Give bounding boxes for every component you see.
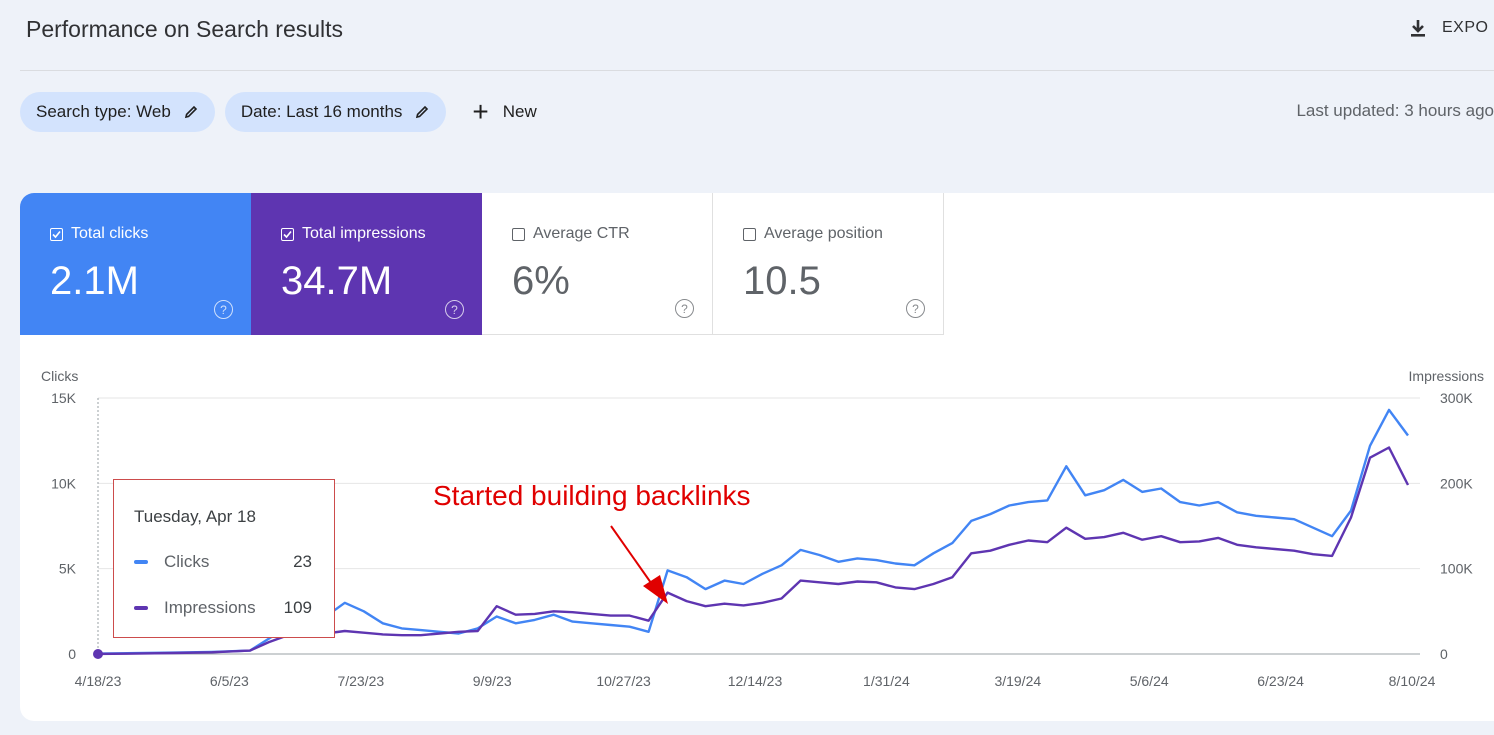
x-tick: 6/5/23: [210, 673, 249, 689]
x-tick: 8/10/24: [1389, 673, 1436, 689]
date-label: Date: Last 16 months: [240, 102, 403, 121]
plus-icon: +: [472, 96, 489, 127]
annotation-arrow-line: [610, 525, 657, 591]
x-tick: 9/9/23: [473, 673, 512, 689]
metric-label-row: Average CTR: [512, 225, 630, 243]
checkbox-checked-icon[interactable]: [281, 227, 294, 241]
x-tick: 6/23/24: [1257, 673, 1304, 689]
metric-label-row: Average position: [743, 225, 883, 243]
tooltip-impressions-value: 109: [283, 598, 312, 617]
y-tick-left: 5K: [59, 561, 77, 577]
new-label: New: [502, 102, 537, 121]
checkbox-checked-icon[interactable]: [50, 227, 63, 241]
impressions-swatch: [134, 606, 148, 610]
page-title: Performance on Search results: [26, 16, 344, 42]
tooltip-date: Tuesday, Apr 18: [134, 507, 256, 526]
metric-label-row: Total clicks: [50, 225, 148, 243]
last-updated: Last updated: 3 hours ago: [1296, 101, 1494, 120]
tooltip-impressions-label: Impressions: [164, 598, 256, 617]
help-icon[interactable]: ?: [214, 300, 233, 319]
metric-value: 2.1M: [50, 259, 139, 303]
y-tick-right: 0: [1440, 646, 1448, 662]
metric-label: Total clicks: [71, 225, 149, 242]
metric-average-ctr[interactable]: Average CTR 6% ?: [482, 193, 713, 335]
metric-label-row: Total impressions: [281, 225, 426, 243]
y-axis-left-label: Clicks: [41, 368, 78, 384]
search-type-label: Search type: Web: [36, 102, 171, 121]
tooltip-clicks-value: 23: [293, 552, 312, 571]
x-tick: 7/23/23: [337, 673, 384, 689]
x-tick: 5/6/24: [1130, 673, 1169, 689]
download-icon: [1411, 20, 1425, 37]
date-chip[interactable]: Date: Last 16 months: [224, 92, 447, 132]
metric-value: 6%: [512, 259, 570, 303]
annotation-arrowhead: [643, 575, 668, 604]
pencil-icon: [184, 105, 197, 119]
series-line-clicks: [97, 408, 1409, 655]
y-tick-right: 200K: [1440, 475, 1473, 491]
clicks-swatch: [134, 560, 148, 564]
checkbox-unchecked-icon[interactable]: [743, 227, 756, 241]
y-tick-right: 100K: [1440, 561, 1473, 577]
y-tick-left: 0: [68, 646, 76, 662]
metric-total-impressions[interactable]: Total impressions 34.7M ?: [251, 193, 482, 335]
y-tick-left: 15K: [51, 390, 77, 406]
x-tick: 3/19/24: [994, 673, 1041, 689]
tooltip-impressions-row: Impressions 109: [134, 598, 312, 618]
tooltip-clicks-row: Clicks 23: [134, 552, 312, 572]
pencil-icon: [416, 105, 429, 119]
metric-total-clicks[interactable]: Total clicks 2.1M ?: [20, 193, 251, 335]
metric-label: Total impressions: [302, 225, 426, 242]
y-axis-right-label: Impressions: [1409, 368, 1484, 384]
metric-average-position[interactable]: Average position 10.5 ?: [713, 193, 944, 335]
help-icon[interactable]: ?: [445, 300, 464, 319]
export-button[interactable]: EXPO: [1408, 18, 1488, 38]
export-label: EXPO: [1442, 19, 1489, 36]
metric-label: Average position: [764, 225, 883, 242]
y-tick-right: 300K: [1440, 390, 1473, 406]
hover-dot: [93, 649, 103, 659]
search-type-chip[interactable]: Search type: Web: [20, 92, 215, 132]
help-icon[interactable]: ?: [675, 299, 694, 318]
new-filter-button[interactable]: + New: [472, 98, 536, 126]
checkbox-unchecked-icon[interactable]: [512, 227, 525, 241]
metric-label: Average CTR: [533, 225, 630, 242]
x-tick: 12/14/23: [728, 673, 783, 689]
filter-bar: Search type: Web Date: Last 16 months + …: [20, 92, 537, 132]
y-tick-left: 10K: [51, 475, 77, 491]
metric-value: 34.7M: [281, 259, 393, 303]
chart-tooltip: Tuesday, Apr 18 Clicks 23 Impressions 10…: [113, 479, 335, 638]
annotation-text: Started building backlinks: [433, 480, 751, 511]
divider: [20, 70, 1494, 71]
series-line-impressions: [97, 446, 1410, 656]
metric-value: 10.5: [743, 259, 821, 303]
metric-tabs: Total clicks 2.1M ? Total impressions 34…: [20, 193, 944, 335]
help-icon[interactable]: ?: [906, 299, 925, 318]
x-tick: 1/31/24: [863, 673, 910, 689]
x-tick: 4/18/23: [75, 673, 122, 689]
tooltip-clicks-label: Clicks: [164, 552, 210, 571]
x-tick: 10/27/23: [596, 673, 651, 689]
